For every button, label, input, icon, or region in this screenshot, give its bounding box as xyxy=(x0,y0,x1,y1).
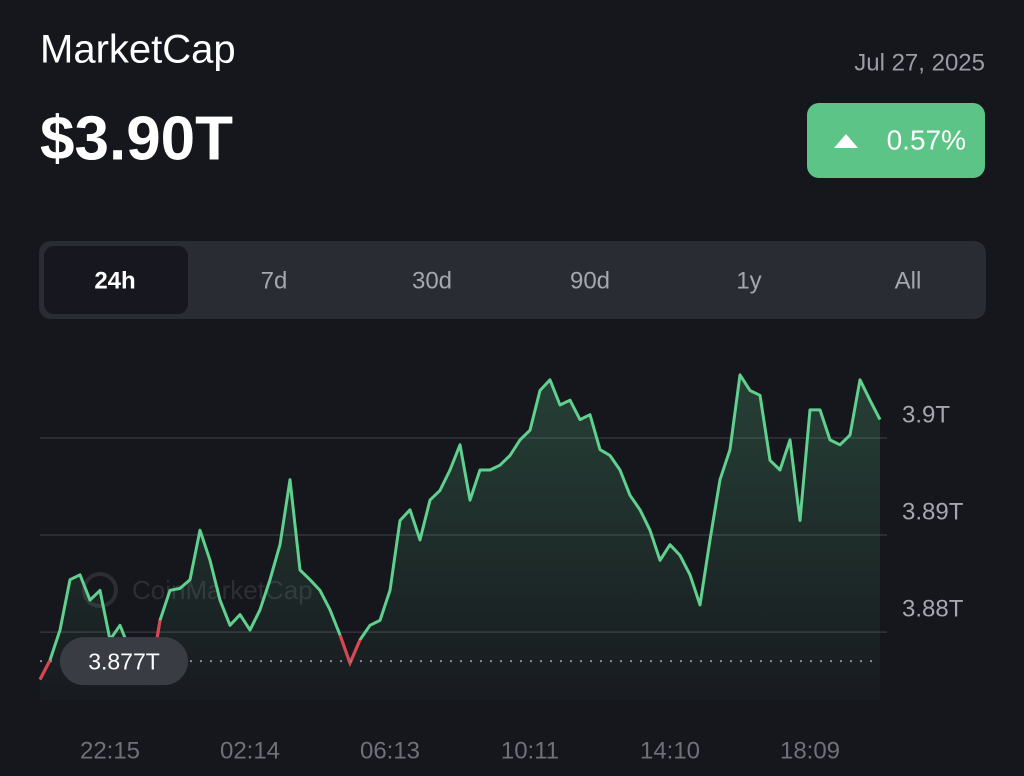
y-tick-label: 3.88T xyxy=(902,595,964,622)
x-tick-label: 14:10 xyxy=(640,737,700,764)
tab[interactable]: 1y xyxy=(736,267,761,294)
tab[interactable]: 30d xyxy=(412,267,452,294)
x-tick-label: 02:14 xyxy=(220,737,280,764)
line xyxy=(38,373,882,683)
date: Jul 27, 2025 xyxy=(854,49,985,76)
tab[interactable]: All xyxy=(895,267,922,294)
market-value: $3.90T xyxy=(40,104,233,173)
x-tick-label: 22:15 xyxy=(80,737,140,764)
tab[interactable]: 24h xyxy=(94,267,135,294)
change-badge xyxy=(807,103,985,178)
x-tick-label: 06:13 xyxy=(360,737,420,764)
up-arrow xyxy=(834,134,858,148)
reference-pill xyxy=(60,637,188,686)
tab-active-bg xyxy=(44,246,188,314)
line-below-reference xyxy=(38,659,52,681)
tab-bar xyxy=(39,241,986,319)
x-tick-label: 10:11 xyxy=(501,737,559,764)
tab[interactable]: 90d xyxy=(570,267,610,294)
title: MarketCap xyxy=(40,28,236,72)
tab[interactable]: 7d xyxy=(261,267,288,294)
y-tick-label: 3.89T xyxy=(902,498,964,525)
line-below-reference xyxy=(338,634,362,668)
x-tick-label: 18:09 xyxy=(780,737,840,764)
reference-label: 3.877T xyxy=(88,648,160,674)
y-tick-label: 3.9T xyxy=(902,401,950,428)
area xyxy=(40,374,880,700)
change-value: 0.57% xyxy=(887,124,966,155)
